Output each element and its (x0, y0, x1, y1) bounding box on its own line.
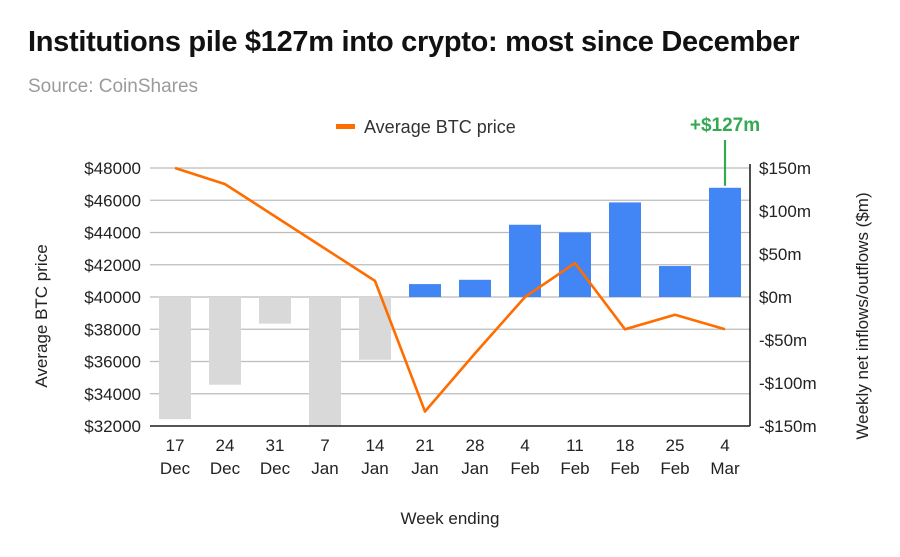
x-tick-label: Feb (660, 459, 689, 478)
x-tick-label: Feb (610, 459, 639, 478)
bar (259, 297, 291, 324)
x-tick-label: 31 (266, 436, 285, 455)
x-tick-label: Mar (710, 459, 740, 478)
x-tick-label: Dec (260, 459, 291, 478)
right-tick-label: $100m (759, 202, 811, 221)
x-tick-label: Feb (560, 459, 589, 478)
left-tick-label: $36000 (84, 353, 141, 372)
btc-price-line (174, 166, 726, 413)
annotation-label: +$127m (690, 115, 760, 136)
left-tick-label: $34000 (84, 385, 141, 404)
x-tick-label: 25 (666, 436, 685, 455)
bar (159, 297, 191, 420)
x-tick-label: 17 (166, 436, 185, 455)
right-tick-label: -$100m (759, 374, 817, 393)
right-tick-label: $0m (759, 288, 792, 307)
x-axis-title: Week ending (401, 509, 500, 528)
bar (309, 297, 341, 426)
x-tick-label: 18 (616, 436, 635, 455)
x-tick-label: Jan (461, 459, 488, 478)
x-tick-label: Jan (361, 459, 388, 478)
right-tick-label: $50m (759, 245, 802, 264)
bar (209, 297, 241, 385)
x-tick-label: 24 (216, 436, 235, 455)
x-tick-label: Dec (210, 459, 241, 478)
right-tick-label: $150m (759, 159, 811, 178)
bar (709, 187, 741, 297)
left-tick-label: $48000 (84, 159, 141, 178)
bar (359, 297, 391, 360)
bar (509, 224, 541, 297)
x-tick-label: 21 (416, 436, 435, 455)
right-tick-label: -$150m (759, 417, 817, 436)
left-tick-label: $32000 (84, 417, 141, 436)
x-tick-label: 14 (366, 436, 385, 455)
x-tick-label: Dec (160, 459, 191, 478)
left-tick-label: $42000 (84, 256, 141, 275)
bar (659, 266, 691, 297)
bar (609, 202, 641, 297)
x-tick-label: 11 (566, 436, 584, 455)
x-tick-label: 28 (466, 436, 485, 455)
left-tick-label: $46000 (84, 191, 141, 210)
right-axis-title: Weekly net inflows/outflows ($m) (853, 192, 872, 439)
legend-label: Average BTC price (364, 117, 516, 137)
chart-title: Institutions pile $127m into crypto: mos… (28, 26, 800, 58)
bar (459, 279, 491, 297)
chart-source: Source: CoinShares (28, 76, 199, 97)
x-tick-label: Jan (411, 459, 438, 478)
x-tick-label: Jan (311, 459, 338, 478)
x-tick-label: 4 (520, 436, 529, 455)
x-tick-label: 4 (720, 436, 729, 455)
legend-swatch (336, 124, 355, 129)
right-tick-label: -$50m (759, 331, 807, 350)
x-tick-label: 7 (320, 436, 329, 455)
left-tick-label: $40000 (84, 288, 141, 307)
left-axis-title: Average BTC price (32, 244, 51, 387)
left-tick-label: $44000 (84, 224, 141, 243)
bar (409, 284, 441, 297)
left-tick-label: $38000 (84, 320, 141, 339)
x-tick-label: Feb (510, 459, 539, 478)
